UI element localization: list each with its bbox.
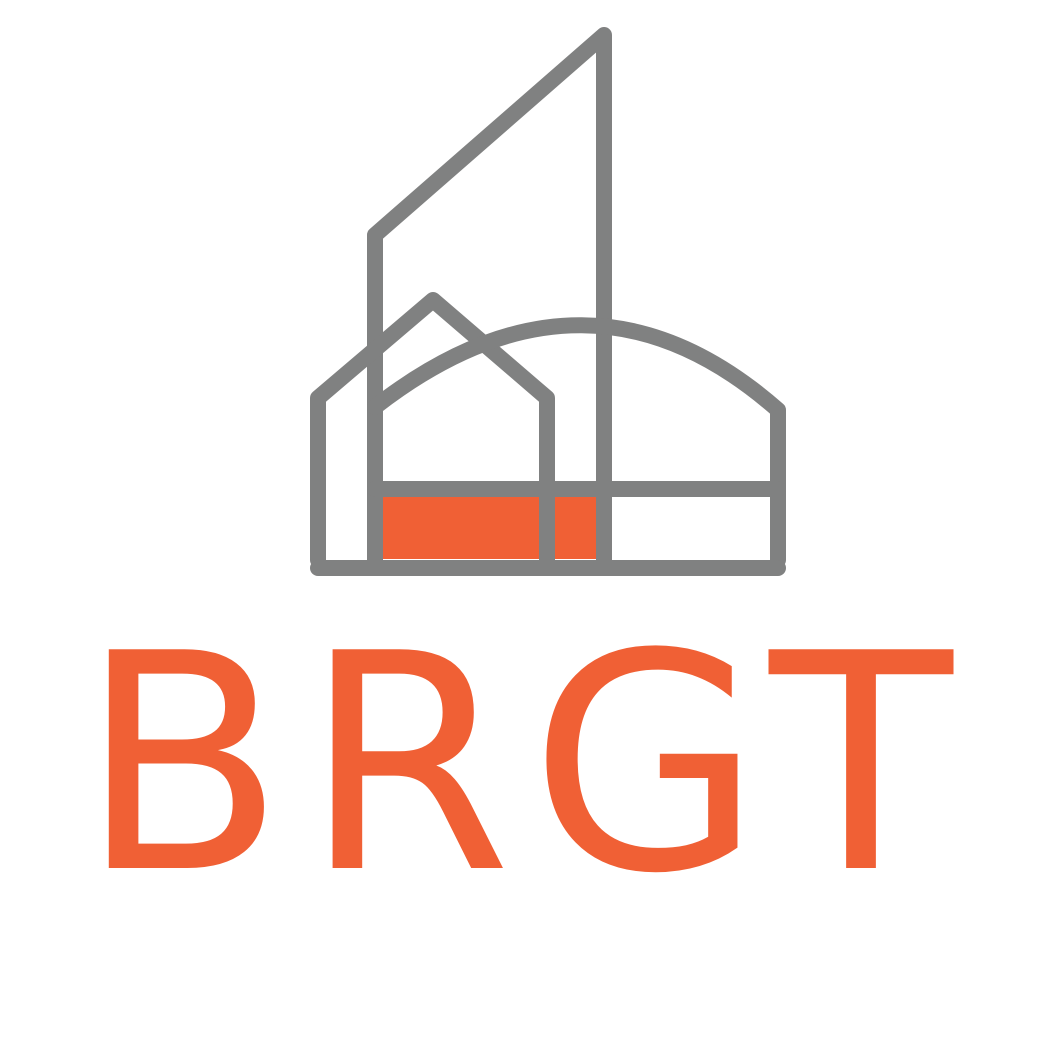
building-outline-icon [310, 27, 786, 576]
dome-arc [367, 317, 786, 568]
house-outline [310, 292, 555, 568]
wordmark-text: BRGT [79, 590, 970, 939]
accent-panel-left [383, 497, 539, 559]
accent-panel-right [555, 497, 596, 559]
accent-panels [383, 497, 596, 559]
